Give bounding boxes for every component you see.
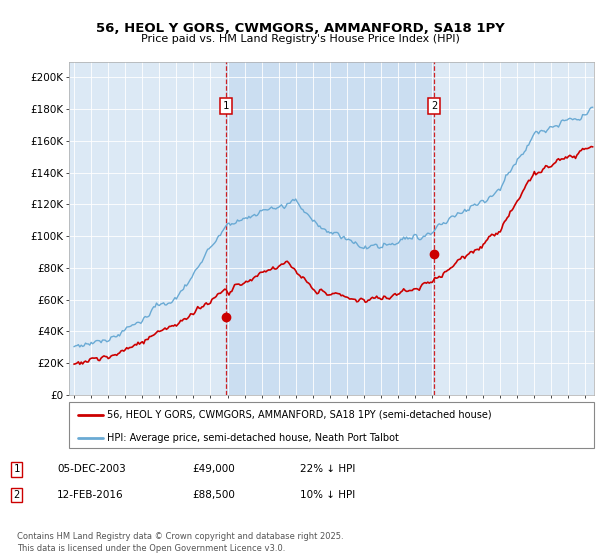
Text: Contains HM Land Registry data © Crown copyright and database right 2025.
This d: Contains HM Land Registry data © Crown c… xyxy=(17,533,343,553)
Text: £88,500: £88,500 xyxy=(192,490,235,500)
Text: 10% ↓ HPI: 10% ↓ HPI xyxy=(300,490,355,500)
Text: 22% ↓ HPI: 22% ↓ HPI xyxy=(300,464,355,474)
Text: 05-DEC-2003: 05-DEC-2003 xyxy=(57,464,126,474)
Text: Price paid vs. HM Land Registry's House Price Index (HPI): Price paid vs. HM Land Registry's House … xyxy=(140,34,460,44)
Text: £49,000: £49,000 xyxy=(192,464,235,474)
Text: 56, HEOL Y GORS, CWMGORS, AMMANFORD, SA18 1PY: 56, HEOL Y GORS, CWMGORS, AMMANFORD, SA1… xyxy=(95,22,505,35)
Text: 2: 2 xyxy=(431,101,437,111)
Bar xyxy=(226,62,434,395)
Text: 56, HEOL Y GORS, CWMGORS, AMMANFORD, SA18 1PY (semi-detached house): 56, HEOL Y GORS, CWMGORS, AMMANFORD, SA1… xyxy=(107,410,492,420)
Text: 12-FEB-2016: 12-FEB-2016 xyxy=(57,490,124,500)
Text: 2: 2 xyxy=(14,490,20,500)
Text: HPI: Average price, semi-detached house, Neath Port Talbot: HPI: Average price, semi-detached house,… xyxy=(107,433,399,443)
Text: 1: 1 xyxy=(223,101,229,111)
Text: 1: 1 xyxy=(14,464,20,474)
